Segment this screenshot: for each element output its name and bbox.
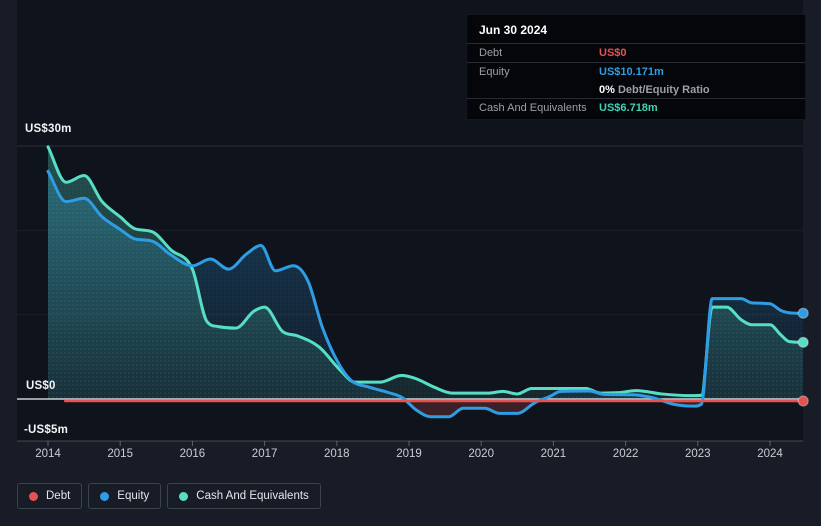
legend-label: Equity — [117, 490, 150, 502]
cash-line — [46, 145, 803, 398]
x-axis-label-2022: 2022 — [612, 448, 639, 460]
legend-label: Cash And Equivalents — [196, 490, 309, 502]
legend-item-cash[interactable]: Cash And Equivalents — [167, 483, 321, 509]
legend-item-equity[interactable]: Equity — [88, 483, 162, 509]
tooltip-cash-row: Cash And Equivalents US$6.718m — [467, 99, 805, 117]
y-axis-label-zero: US$0 — [26, 380, 56, 392]
x-axis-label-2015: 2015 — [107, 448, 133, 460]
equity-marker — [797, 307, 809, 319]
debt-marker — [797, 395, 809, 407]
x-axis-label-2021: 2021 — [540, 448, 567, 460]
negative-equity-area — [48, 399, 803, 417]
legend: Debt Equity Cash And Equivalents — [17, 483, 321, 509]
tooltip-ratio-row: 0% Debt/Equity Ratio — [467, 81, 805, 99]
x-axis-label-2014: 2014 — [35, 448, 61, 460]
y-axis-label-30m: US$30m — [25, 123, 72, 135]
x-axis-label-2024: 2024 — [757, 448, 783, 460]
tooltip-debt-label: Debt — [479, 47, 503, 59]
legend-item-debt[interactable]: Debt — [17, 483, 83, 509]
tooltip-equity-row: Equity US$10.171m — [467, 63, 805, 81]
tooltip-date: Jun 30 2024 — [467, 15, 805, 44]
legend-label: Debt — [46, 490, 71, 502]
y-axis-label-neg5m: -US$5m — [24, 424, 69, 436]
x-axis-label-2023: 2023 — [685, 448, 711, 460]
tooltip-equity-label: Equity — [479, 66, 510, 78]
tooltip-cash-value: US$6.718m — [599, 102, 658, 114]
x-axis-label-2018: 2018 — [324, 448, 350, 460]
tooltip-debt-value: US$0 — [599, 47, 627, 59]
cash-swatch-icon — [179, 491, 189, 501]
equity-swatch-icon — [100, 491, 110, 501]
equity-line — [46, 169, 803, 419]
tooltip-debt-row: Debt US$0 — [467, 44, 805, 63]
x-axis-label-2017: 2017 — [251, 448, 278, 460]
data-tooltip: Jun 30 2024 Debt US$0 Equity US$10.171m … — [466, 14, 806, 120]
tooltip-cash-label: Cash And Equivalents — [479, 102, 587, 114]
x-axis-label-2019: 2019 — [396, 448, 422, 460]
x-axis-label-2016: 2016 — [179, 448, 206, 460]
tooltip-ratio-label: Debt/Equity Ratio — [617, 83, 710, 96]
debt-swatch-icon — [29, 491, 38, 501]
x-axis-label-2020: 2020 — [468, 448, 494, 460]
cash-marker — [797, 336, 809, 348]
tooltip-equity-value: US$10.171m — [599, 66, 664, 78]
tooltip-ratio-value: 0% — [599, 83, 615, 96]
